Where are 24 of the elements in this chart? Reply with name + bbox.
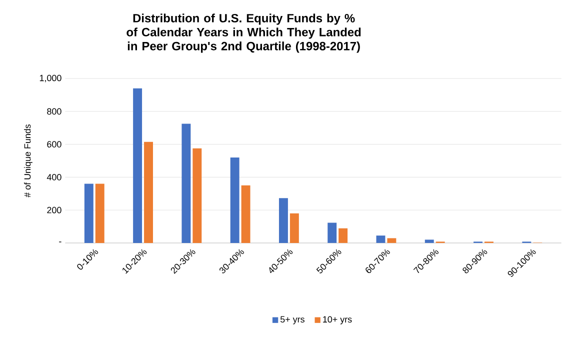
y-axis-title: # of Unique Funds — [24, 124, 32, 198]
bar — [376, 236, 386, 243]
bar — [424, 240, 434, 243]
bar — [290, 213, 299, 243]
y-tick-label: 600 — [47, 141, 62, 148]
bar — [241, 185, 250, 243]
bar — [192, 148, 202, 243]
y-tick-label: 1,000 — [40, 74, 62, 82]
bar — [278, 198, 288, 243]
bar — [182, 124, 191, 243]
chart-title: Distribution of U.S. Equity Funds by % of Calendar Years in Which They Landed in Peer Group's 2nd Quartile (1998-2017) — [126, 14, 361, 53]
bar — [387, 238, 396, 243]
bar — [95, 184, 104, 243]
legend-label: 5+ yrs — [280, 316, 304, 324]
bar — [338, 228, 348, 243]
bar — [84, 184, 94, 243]
bar — [133, 88, 142, 243]
bar — [144, 142, 153, 243]
bar — [328, 222, 337, 243]
y-tick-label: 200 — [47, 206, 62, 214]
y-tick-label: 400 — [46, 174, 62, 180]
y-tick-label: 800 — [47, 108, 62, 115]
legend-label: 10+ yrs — [323, 316, 352, 324]
bar — [230, 157, 240, 243]
